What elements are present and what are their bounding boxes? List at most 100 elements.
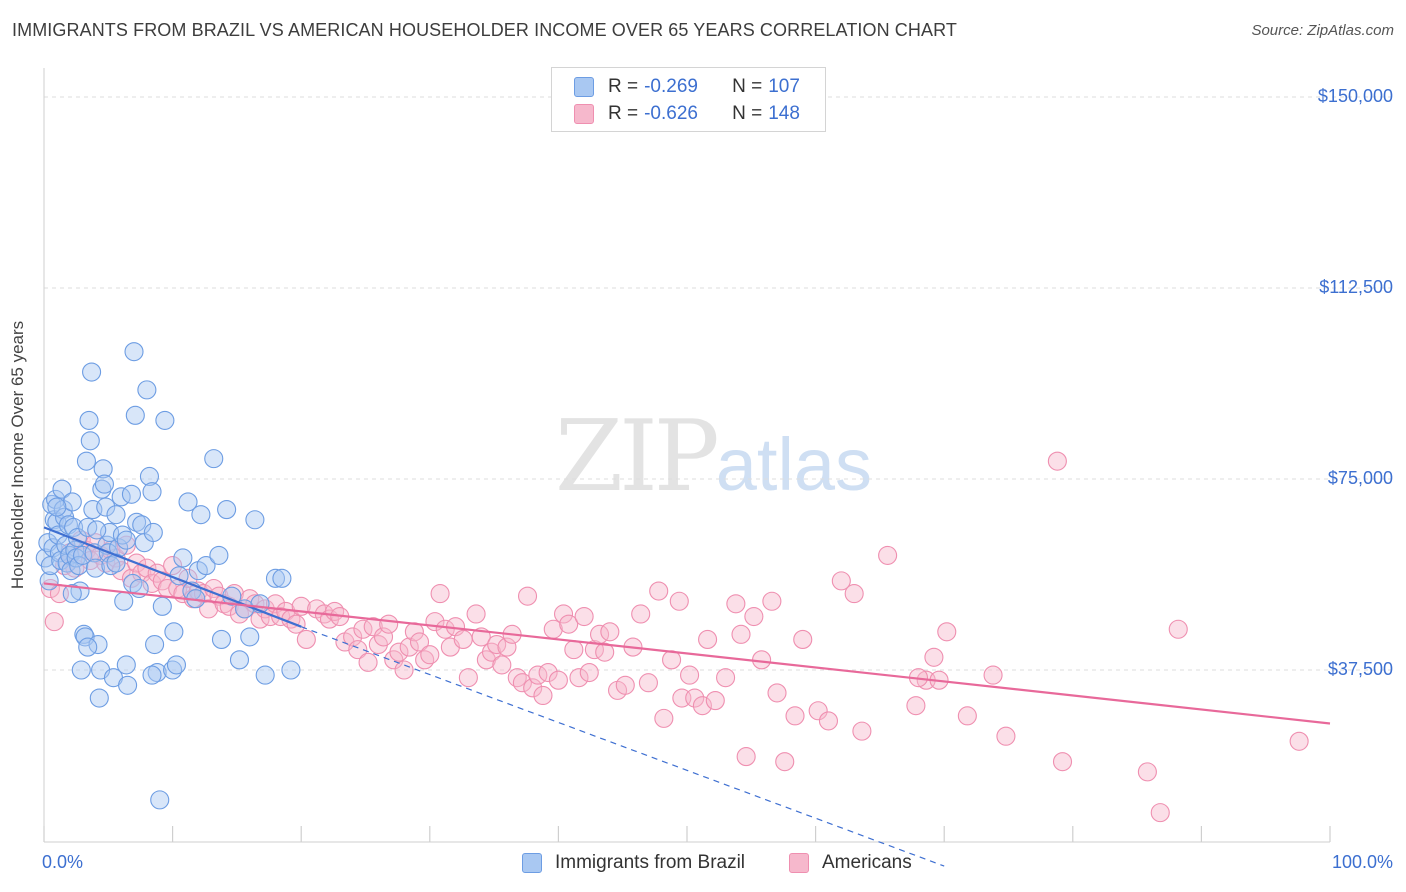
brazil-point [143, 522, 163, 543]
americans-point [906, 696, 926, 716]
americans-point [937, 622, 957, 642]
brazil-point [79, 410, 99, 430]
americans-point [680, 665, 700, 685]
legend-r-value: -0.626 [644, 103, 698, 124]
brazil-point [118, 675, 138, 695]
americans-point [466, 604, 486, 624]
brazil-point [229, 650, 250, 670]
stats-legend: R = -0.269 N = 107 R = -0.626 N = 148 [551, 67, 826, 132]
americans-point [793, 629, 813, 649]
brazil-point [116, 655, 136, 675]
brazil-point [42, 494, 62, 515]
americans-point [878, 545, 898, 565]
brazil-point [178, 492, 198, 512]
americans-point [638, 673, 658, 693]
brazil-trend-extension [300, 626, 945, 867]
brazil-point [281, 660, 301, 680]
americans-point [685, 688, 705, 708]
brazil-point [191, 505, 211, 525]
brazil-point [78, 637, 98, 657]
series-label-americans: Americans [822, 852, 912, 873]
legend-row-brazil: R = -0.269 N = 107 [574, 75, 800, 99]
brazil-point [52, 479, 72, 499]
brazil-point [69, 556, 89, 576]
americans-point [564, 640, 584, 660]
americans-point [1052, 752, 1073, 772]
brazil-point [114, 591, 134, 611]
brazil-trend-line [43, 526, 302, 628]
series-legend-brazil[interactable]: Immigrants from Brazil [522, 852, 745, 874]
y-tick-label-37500: $37,500 [1327, 659, 1393, 679]
y-tick-label-112500: $112,500 [1319, 277, 1393, 297]
americans-point [631, 604, 651, 624]
americans-point [692, 696, 712, 716]
x-tick-label-min: 0.0% [42, 852, 84, 872]
brazil-point [92, 479, 112, 499]
americans-point [492, 655, 512, 675]
americans-point [957, 706, 977, 726]
americans-point [348, 640, 368, 660]
americans-point [736, 747, 756, 767]
americans-point [669, 591, 689, 611]
brazil-point [173, 548, 193, 568]
americans-point [343, 627, 363, 647]
americans-point [595, 642, 615, 662]
brazil-point [112, 525, 132, 545]
legend-r-label: R = [608, 103, 639, 124]
americans-point [698, 629, 718, 649]
americans-point [1137, 762, 1157, 782]
americans-point [507, 668, 527, 688]
brazil-point [209, 545, 229, 565]
series-legend-americans[interactable]: Americans [789, 852, 912, 874]
americans-point [569, 668, 589, 688]
brazil-point [139, 466, 160, 487]
y-axis-label: Householder Income Over 65 years [8, 320, 27, 590]
americans-point [600, 622, 620, 642]
watermark-zip: ZIP [555, 400, 720, 514]
trend-layer [43, 526, 1331, 867]
americans-point [399, 637, 419, 657]
americans-point [808, 701, 828, 721]
americans-point [744, 606, 764, 627]
brazil-point [204, 449, 224, 469]
brazil-point [73, 545, 93, 565]
brazil-point [125, 405, 145, 425]
axis-layer [43, 68, 1331, 843]
series-swatch-americans [789, 853, 809, 873]
americans-point [615, 675, 635, 695]
grid-layer [44, 96, 1395, 671]
americans-point [548, 670, 568, 690]
brazil-point [217, 500, 237, 520]
brazil-point [196, 556, 216, 576]
americans-point [245, 594, 265, 614]
brazil-point [166, 655, 187, 675]
americans-point [654, 708, 674, 728]
brazil-point [245, 510, 265, 530]
y-tick-label-150000: $150,000 [1317, 86, 1393, 106]
legend-r-value: -0.269 [644, 76, 698, 97]
brazil-point [85, 558, 105, 578]
legend-swatch-americans [574, 104, 594, 124]
brazil-point [272, 568, 292, 588]
legend-row-americans: R = -0.626 N = 148 [574, 102, 800, 126]
americans-point [924, 647, 944, 667]
americans-point [831, 571, 851, 591]
americans-point [705, 691, 725, 711]
americans-point [852, 721, 872, 741]
americans-point [818, 711, 839, 731]
brazil-point [64, 517, 84, 537]
source-credit: Source: ZipAtlas.com [1251, 22, 1394, 39]
americans-points [40, 451, 1309, 823]
legend-r-label: R = [608, 76, 639, 97]
americans-point [363, 617, 383, 637]
brazil-point [145, 634, 165, 655]
series-swatch-brazil [522, 853, 542, 873]
brazil-point [150, 790, 170, 810]
brazil-point [164, 622, 184, 642]
brazil-point [152, 596, 172, 616]
americans-point [409, 632, 430, 652]
americans-point [1047, 451, 1067, 471]
brazil-point [155, 410, 175, 430]
brazil-point [240, 627, 260, 647]
americans-point [579, 662, 599, 683]
